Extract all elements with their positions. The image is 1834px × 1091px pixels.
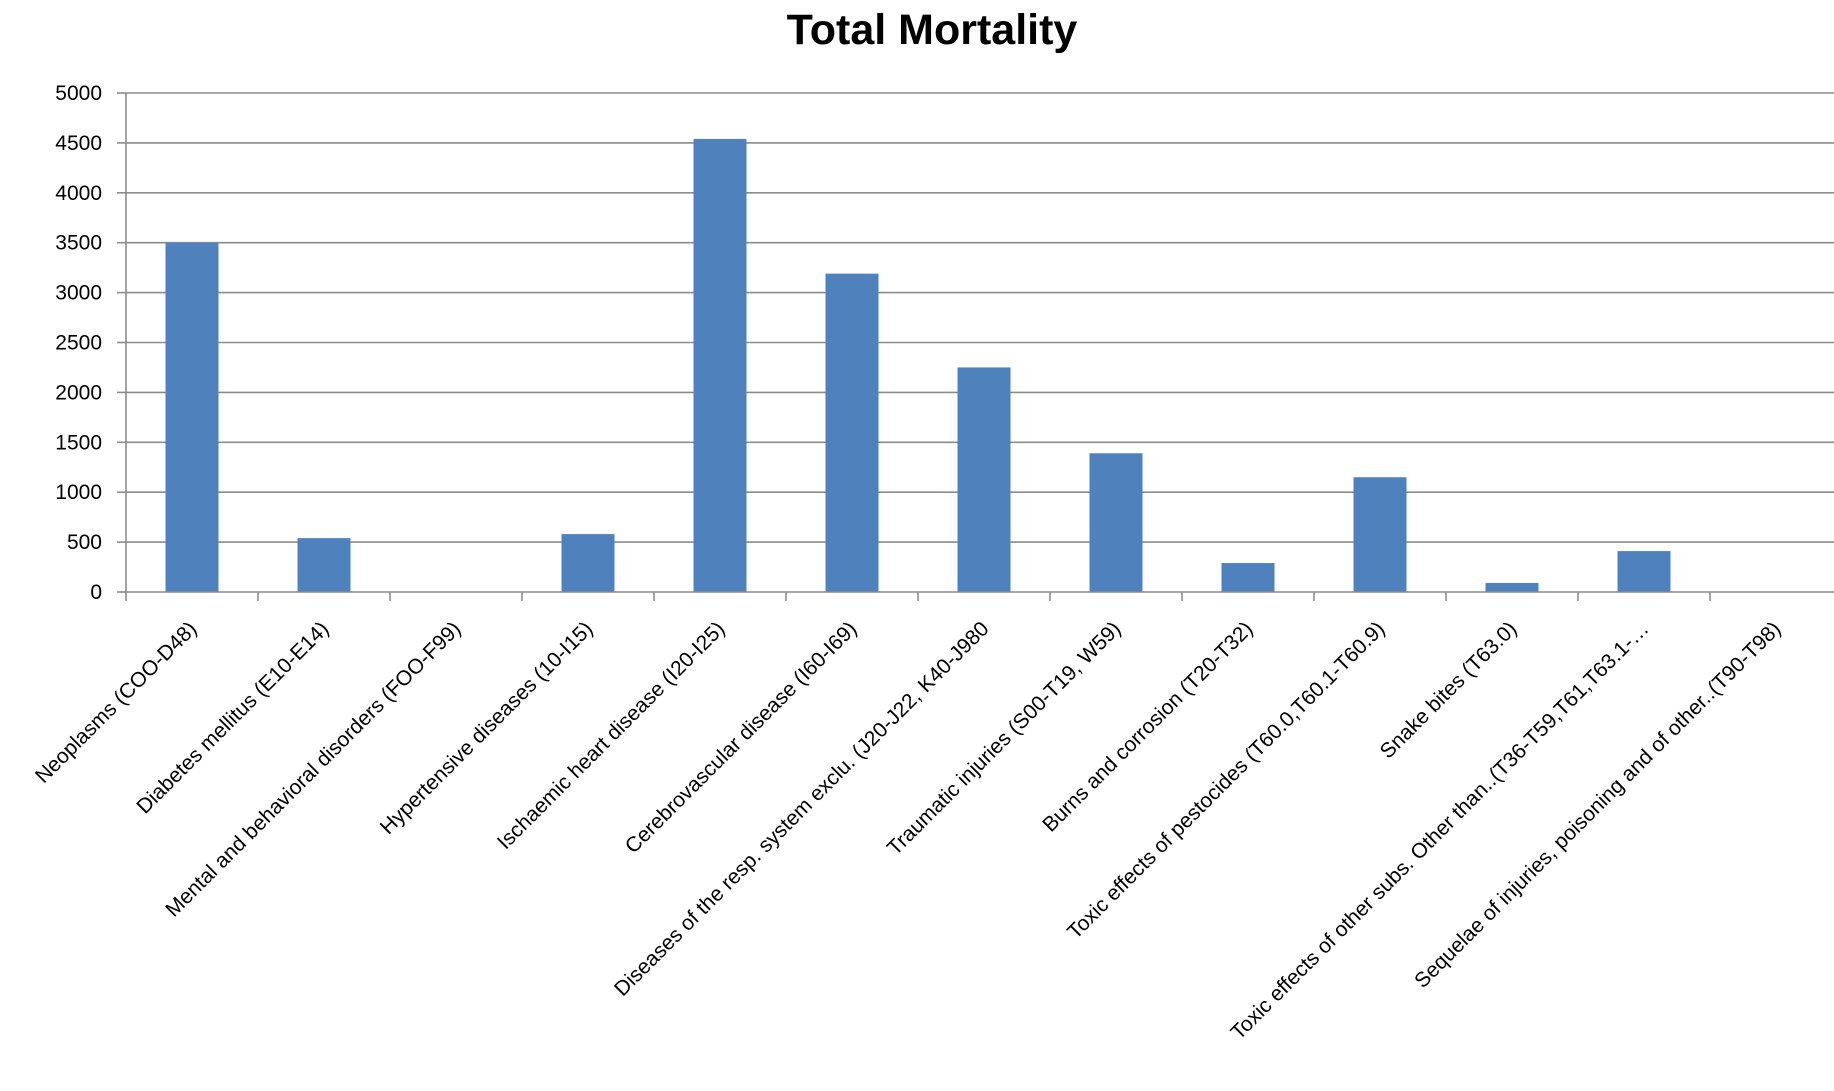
x-category-label: Hypertensive diseases (10-I15) xyxy=(376,617,598,839)
y-tick-label: 4500 xyxy=(55,132,102,155)
y-tick-labels: 0 500 1000 1500 2000 2500 3000 3500 4000 4500 5000 xyxy=(55,82,102,604)
bar xyxy=(297,538,351,592)
bar xyxy=(561,534,615,592)
y-tick-label: 4000 xyxy=(55,182,102,205)
bar xyxy=(1485,583,1539,592)
bar xyxy=(1221,563,1275,592)
y-tick-label: 5000 xyxy=(55,82,102,105)
bar xyxy=(693,138,747,592)
bar xyxy=(825,273,879,592)
x-category-label: Toxic effects of pestocides (T60.0,T60.1… xyxy=(1063,617,1389,943)
x-category-label: Burns and corrosion (T20-T32) xyxy=(1038,617,1257,836)
y-tick-label: 3500 xyxy=(55,232,102,255)
y-tick-label: 3000 xyxy=(55,282,102,305)
chart-title: Total Mortality xyxy=(786,6,1078,54)
y-tick-label: 500 xyxy=(67,531,102,554)
bar xyxy=(165,242,219,592)
x-category-label: Cerebrovascular disease (I60-I69) xyxy=(621,617,862,858)
bar xyxy=(957,367,1011,592)
bar xyxy=(1089,453,1143,592)
y-tick-label: 2500 xyxy=(55,332,102,355)
y-tick-label: 1500 xyxy=(55,431,102,454)
bars xyxy=(165,138,1671,592)
x-category-label: Snake bites (T63.0) xyxy=(1376,617,1522,763)
x-category-label: Ischaemic heart disease (I20-I25) xyxy=(493,617,730,854)
y-tick-label: 1000 xyxy=(55,481,102,504)
bar xyxy=(1617,551,1671,592)
x-category-label: Traumatic injuries (S00-T19, W59) xyxy=(883,617,1126,860)
x-category-labels: Neoplasms (COO-D48)Diabetes mellitus (E1… xyxy=(31,617,1786,1044)
y-tick-label: 0 xyxy=(90,581,102,604)
axes xyxy=(117,92,1834,601)
bar xyxy=(1353,477,1407,592)
y-tick-label: 2000 xyxy=(55,381,102,404)
x-category-label: Mental and behavioral disorders (FOO-F99… xyxy=(161,617,465,921)
